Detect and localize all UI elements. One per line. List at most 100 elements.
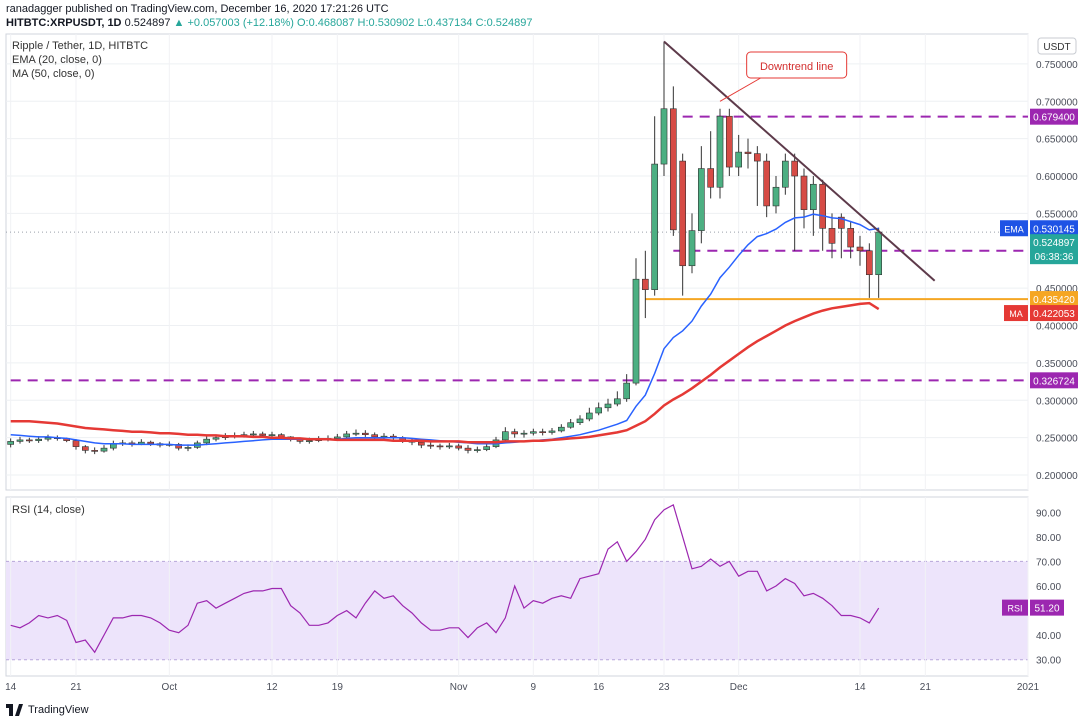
price-tick-label: 0.400000: [1036, 322, 1078, 333]
ema-price-tag-bg: [1030, 220, 1078, 237]
price-tick-label: 0.600000: [1036, 172, 1078, 183]
price-change: ▲ +0.057003 (+12.18%): [173, 17, 294, 29]
last-price-tag: 0.524897: [1033, 238, 1075, 249]
candle-body: [856, 246, 864, 252]
candle-body: [333, 436, 341, 439]
level-price-tag-bg: [1030, 291, 1078, 308]
candle-body: [791, 160, 799, 177]
candle-body: [82, 446, 89, 451]
candle-body: [44, 437, 52, 440]
downtrend-callout-pointer: [719, 77, 761, 102]
candle-body: [25, 439, 33, 442]
last-price: 0.524897: [124, 17, 171, 29]
ema-price-tag: 0.530145: [1033, 224, 1075, 235]
candle-body: [716, 115, 724, 188]
time-tick-label: 23: [658, 682, 670, 693]
candle-body: [250, 433, 257, 436]
candle-body: [268, 434, 276, 436]
candle-body: [641, 278, 649, 290]
ma-price-tag-bg: [1030, 305, 1078, 322]
candle-body: [445, 445, 453, 448]
candle-body: [744, 151, 752, 154]
ema-tag-label: EMA: [1004, 224, 1024, 234]
candle-body: [679, 160, 687, 267]
rsi-tick-label: 40.00: [1036, 631, 1061, 642]
downtrend-label: Downtrend line: [760, 61, 833, 73]
downtrend-line: [663, 40, 936, 282]
level-price-tag: 0.326724: [1033, 376, 1075, 387]
candle-body: [837, 216, 845, 229]
symbol-line: HITBTC:XRPUSDT, 1D 0.524897 ▲ +0.057003 …: [6, 17, 532, 29]
candle-body: [455, 445, 462, 449]
brand-label: TradingView: [28, 704, 89, 716]
candle-body: [763, 160, 771, 207]
candle-body: [529, 431, 537, 434]
time-tick-label: 14: [854, 682, 866, 693]
candle-body: [651, 163, 659, 290]
price-tick-label: 0.300000: [1036, 396, 1078, 407]
candle-body: [595, 407, 603, 414]
ma-price-tag: 0.422053: [1033, 309, 1075, 320]
candle-body: [473, 449, 481, 451]
rsi-value-tag: 51.20: [1034, 604, 1059, 615]
ma-tag-label: MA: [1009, 309, 1023, 319]
price-tick-label: 0.550000: [1036, 209, 1078, 220]
ema-tag-label-bg: [1000, 220, 1028, 237]
candle-body: [7, 441, 14, 445]
price-pane: [5, 33, 1029, 491]
currency-label: USDT: [1043, 42, 1070, 53]
time-tick-label: 9: [531, 682, 537, 693]
candle-body: [623, 382, 631, 400]
ohlc-values: O:0.468087 H:0.530902 L:0.437134 C:0.524…: [296, 17, 533, 29]
time-tick-label: 14: [5, 682, 17, 693]
candle-body: [585, 412, 593, 420]
candle-body: [809, 183, 817, 210]
candle-body: [100, 447, 108, 452]
chart-header: ranadagger published on TradingView.com,…: [0, 0, 1080, 34]
currency-box: [1037, 37, 1077, 55]
chart-legend-text: Ripple / Tether, 1D, HITBTC: [12, 40, 148, 52]
tradingview-footer: TradingView: [6, 704, 89, 716]
level-price-tag: 0.435420: [1033, 295, 1075, 306]
candle-body: [725, 115, 733, 168]
candle-body: [436, 445, 444, 448]
candle-body: [147, 441, 154, 444]
candle-body: [548, 430, 556, 433]
chart-legend-text: EMA (20, close, 0): [12, 54, 102, 66]
rsi-line: [10, 504, 880, 654]
ma-tag-label-bg: [1004, 305, 1028, 322]
candle-body: [781, 160, 789, 188]
candle-body: [772, 186, 780, 207]
time-tick-label: 12: [266, 682, 278, 693]
rsi-tick-label: 70.00: [1036, 557, 1061, 568]
candle-body: [865, 250, 873, 276]
candle-body: [72, 440, 80, 447]
candle-body: [464, 447, 472, 451]
candle-body: [427, 444, 434, 447]
level-price-tag: 0.679400: [1033, 113, 1075, 124]
price-tick-label: 0.450000: [1036, 284, 1078, 295]
candle-body: [371, 434, 378, 438]
publish-line: ranadagger published on TradingView.com,…: [6, 3, 389, 15]
rsi-tick-label: 60.00: [1036, 582, 1061, 593]
candle-body: [361, 432, 369, 435]
candle-body: [511, 431, 518, 435]
rsi-tick-label: 80.00: [1036, 533, 1061, 544]
rsi-tag-label-bg: [1002, 599, 1028, 616]
candle-body: [604, 403, 612, 409]
symbol: HITBTC:XRPUSDT, 1D: [6, 17, 122, 29]
last-price-tag-bg: [1030, 234, 1078, 265]
candle-body: [35, 438, 43, 441]
candle-body: [305, 440, 313, 442]
price-tick-label: 0.700000: [1036, 97, 1078, 108]
time-tick-label: Nov: [450, 682, 468, 693]
candle-body: [212, 437, 220, 440]
candle-body: [417, 441, 425, 446]
candle-body: [501, 431, 509, 441]
rsi-band: [6, 561, 1028, 660]
candle-body: [520, 432, 528, 435]
candle-body: [91, 450, 98, 452]
candle-body: [800, 175, 808, 210]
candle-body: [669, 108, 677, 231]
